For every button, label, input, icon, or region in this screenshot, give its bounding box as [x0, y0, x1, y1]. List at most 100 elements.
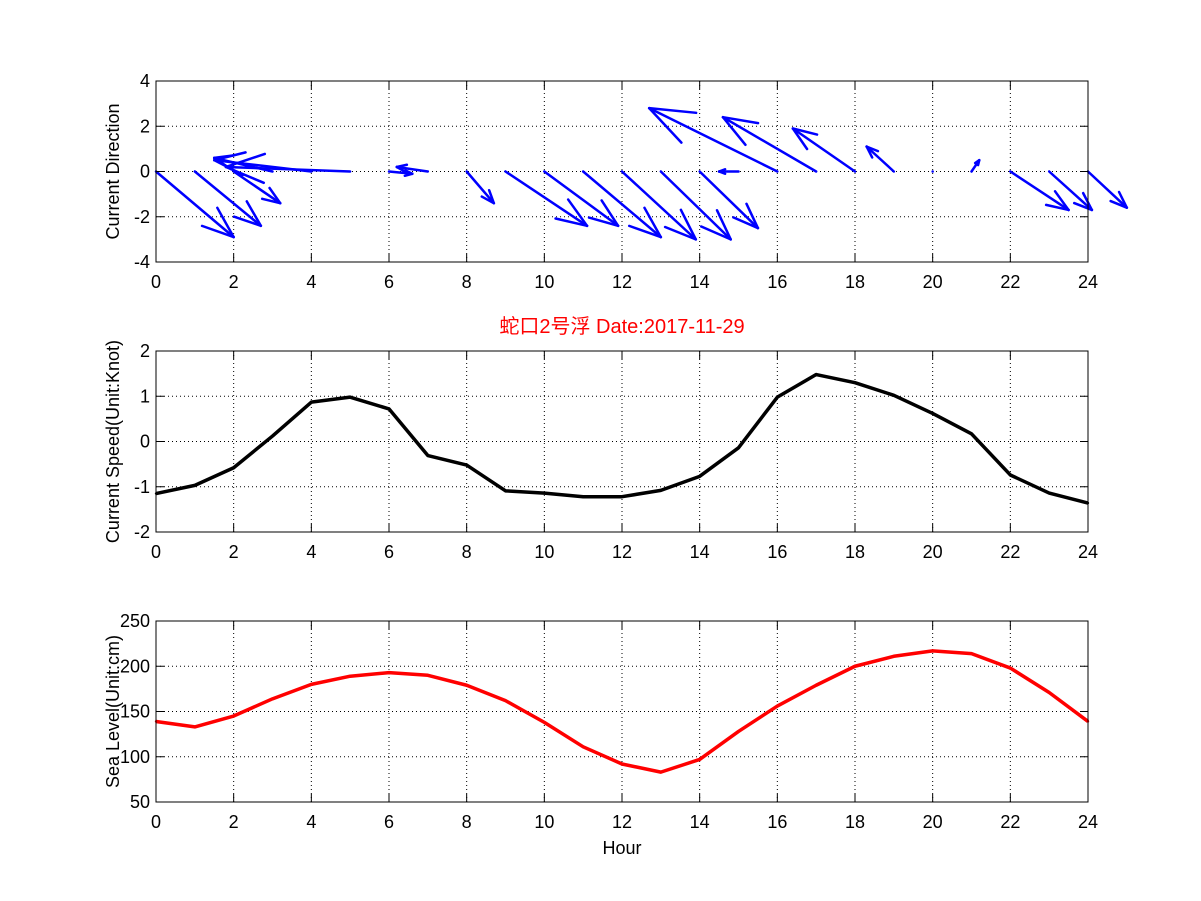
sea-level-data-point	[737, 730, 740, 733]
sea-level-y-tick-label: 150	[120, 702, 150, 722]
current-vector-arrow	[543, 170, 620, 228]
speed-data-point	[814, 373, 818, 376]
sea-level-x-tick-label: 0	[151, 812, 161, 832]
sea-level-data-point	[504, 699, 507, 702]
current-vector-arrow	[970, 158, 981, 173]
speed-x-tick-label: 0	[151, 542, 161, 562]
speed-x-tick-label: 22	[1000, 542, 1020, 562]
sea-level-x-tick-label: 18	[845, 812, 865, 832]
sea-level-data-point	[426, 674, 430, 677]
speed-data-point	[776, 395, 779, 399]
sea-level-x-tick-label: 2	[229, 812, 239, 832]
current-vector-arrow	[647, 106, 779, 173]
speed-y-tick-label: 2	[140, 341, 150, 361]
current-vector-arrow	[1009, 170, 1070, 212]
speed-data-point	[698, 475, 701, 478]
direction-x-tick-label: 14	[690, 272, 710, 292]
speed-x-tick-label: 2	[229, 542, 239, 562]
current-vector-arrow	[154, 170, 235, 239]
sea-level-data-point	[620, 762, 624, 766]
speed-data-point	[620, 495, 624, 498]
speed-y-tick-label: 0	[140, 432, 150, 452]
sea-level-data-point	[581, 745, 585, 748]
speed-data-point	[1047, 491, 1051, 495]
direction-x-tick-label: 6	[384, 272, 394, 292]
sea-level-data-point	[776, 704, 779, 708]
speed-data-point	[931, 412, 934, 415]
direction-x-tick-label: 10	[534, 272, 554, 292]
sea-level-x-tick-label: 14	[690, 812, 710, 832]
sea-level-data-point	[698, 758, 701, 761]
sea-level-data-point	[310, 683, 313, 686]
direction-y-tick-label: 2	[140, 116, 150, 136]
speed-data-point	[543, 491, 546, 495]
direction-y-tick-label: 0	[140, 162, 150, 182]
speed-x-tick-label: 14	[690, 542, 710, 562]
sea-level-y-tick-label: 250	[120, 611, 150, 631]
direction-x-tick-label: 0	[151, 272, 161, 292]
current-vector-arrow	[232, 170, 282, 205]
speed-data-point	[853, 381, 857, 384]
direction-x-tick-label: 20	[923, 272, 943, 292]
speed-data-point	[348, 395, 352, 399]
speed-data-point	[271, 434, 274, 438]
current-vector-arrow	[465, 170, 496, 205]
current-vector-arrow	[721, 115, 818, 173]
speed-data-point	[737, 446, 740, 450]
speed-data-point	[465, 463, 468, 467]
sea-level-data-point	[232, 714, 235, 718]
sea-level-x-tick-label: 6	[384, 812, 394, 832]
current-vector-arrow	[193, 170, 263, 228]
current-vector-arrow	[620, 170, 698, 241]
sea-level-data-point	[193, 725, 197, 729]
speed-data-point	[1009, 473, 1012, 477]
speed-x-tick-label: 20	[923, 542, 943, 562]
direction-x-tick-label: 16	[767, 272, 787, 292]
speed-y-axis-label: Current Speed(Unit:Knot)	[103, 340, 123, 543]
speed-x-tick-label: 24	[1078, 542, 1098, 562]
speed-x-tick-label: 10	[534, 542, 554, 562]
speed-data-point	[193, 484, 197, 487]
speed-x-tick-label: 12	[612, 542, 632, 562]
sea-level-data-point	[892, 655, 896, 658]
speed-data-point	[581, 495, 585, 498]
sea-level-data-point	[853, 665, 857, 668]
current-vector-arrow	[1086, 170, 1129, 209]
sea-level-data-point	[659, 770, 663, 774]
current-vector-arrow	[581, 170, 663, 239]
speed-x-tick-label: 16	[767, 542, 787, 562]
sea-level-y-tick-label: 200	[120, 656, 150, 676]
speed-x-tick-label: 4	[306, 542, 316, 562]
sea-level-y-tick-label: 50	[130, 792, 150, 812]
direction-y-tick-label: -4	[134, 252, 150, 272]
sea-level-data-point	[387, 671, 391, 674]
sea-level-data-point	[348, 675, 352, 678]
current-vector-arrow	[865, 145, 896, 173]
speed-data-point	[659, 489, 663, 492]
speed-data-point	[310, 400, 313, 404]
sea-level-data-point	[271, 697, 274, 701]
sea-level-x-tick-label: 24	[1078, 812, 1098, 832]
sea-level-data-point	[814, 684, 818, 687]
speed-y-tick-label: -2	[134, 522, 150, 542]
current-vector-arrow	[224, 152, 352, 185]
sea-level-x-tick-label: 12	[612, 812, 632, 832]
direction-x-tick-label: 8	[462, 272, 472, 292]
speed-x-tick-label: 8	[462, 542, 472, 562]
speed-data-point	[387, 407, 391, 411]
speed-data-point	[504, 489, 507, 493]
current-vector-arrow	[717, 167, 740, 176]
sea-level-data-point	[931, 649, 934, 653]
direction-x-tick-label: 22	[1000, 272, 1020, 292]
sea-level-y-tick-label: 100	[120, 747, 150, 767]
sea-level-x-axis-label: Hour	[602, 838, 641, 858]
sea-level-x-tick-label: 16	[767, 812, 787, 832]
speed-data-point	[232, 466, 235, 469]
sea-level-x-tick-label: 10	[534, 812, 554, 832]
sea-level-data-point	[1047, 691, 1051, 694]
speed-data-point	[970, 432, 973, 436]
sea-level-data-point	[465, 684, 468, 687]
current-vector-arrow	[387, 169, 414, 178]
sea-level-x-tick-label: 4	[306, 812, 316, 832]
